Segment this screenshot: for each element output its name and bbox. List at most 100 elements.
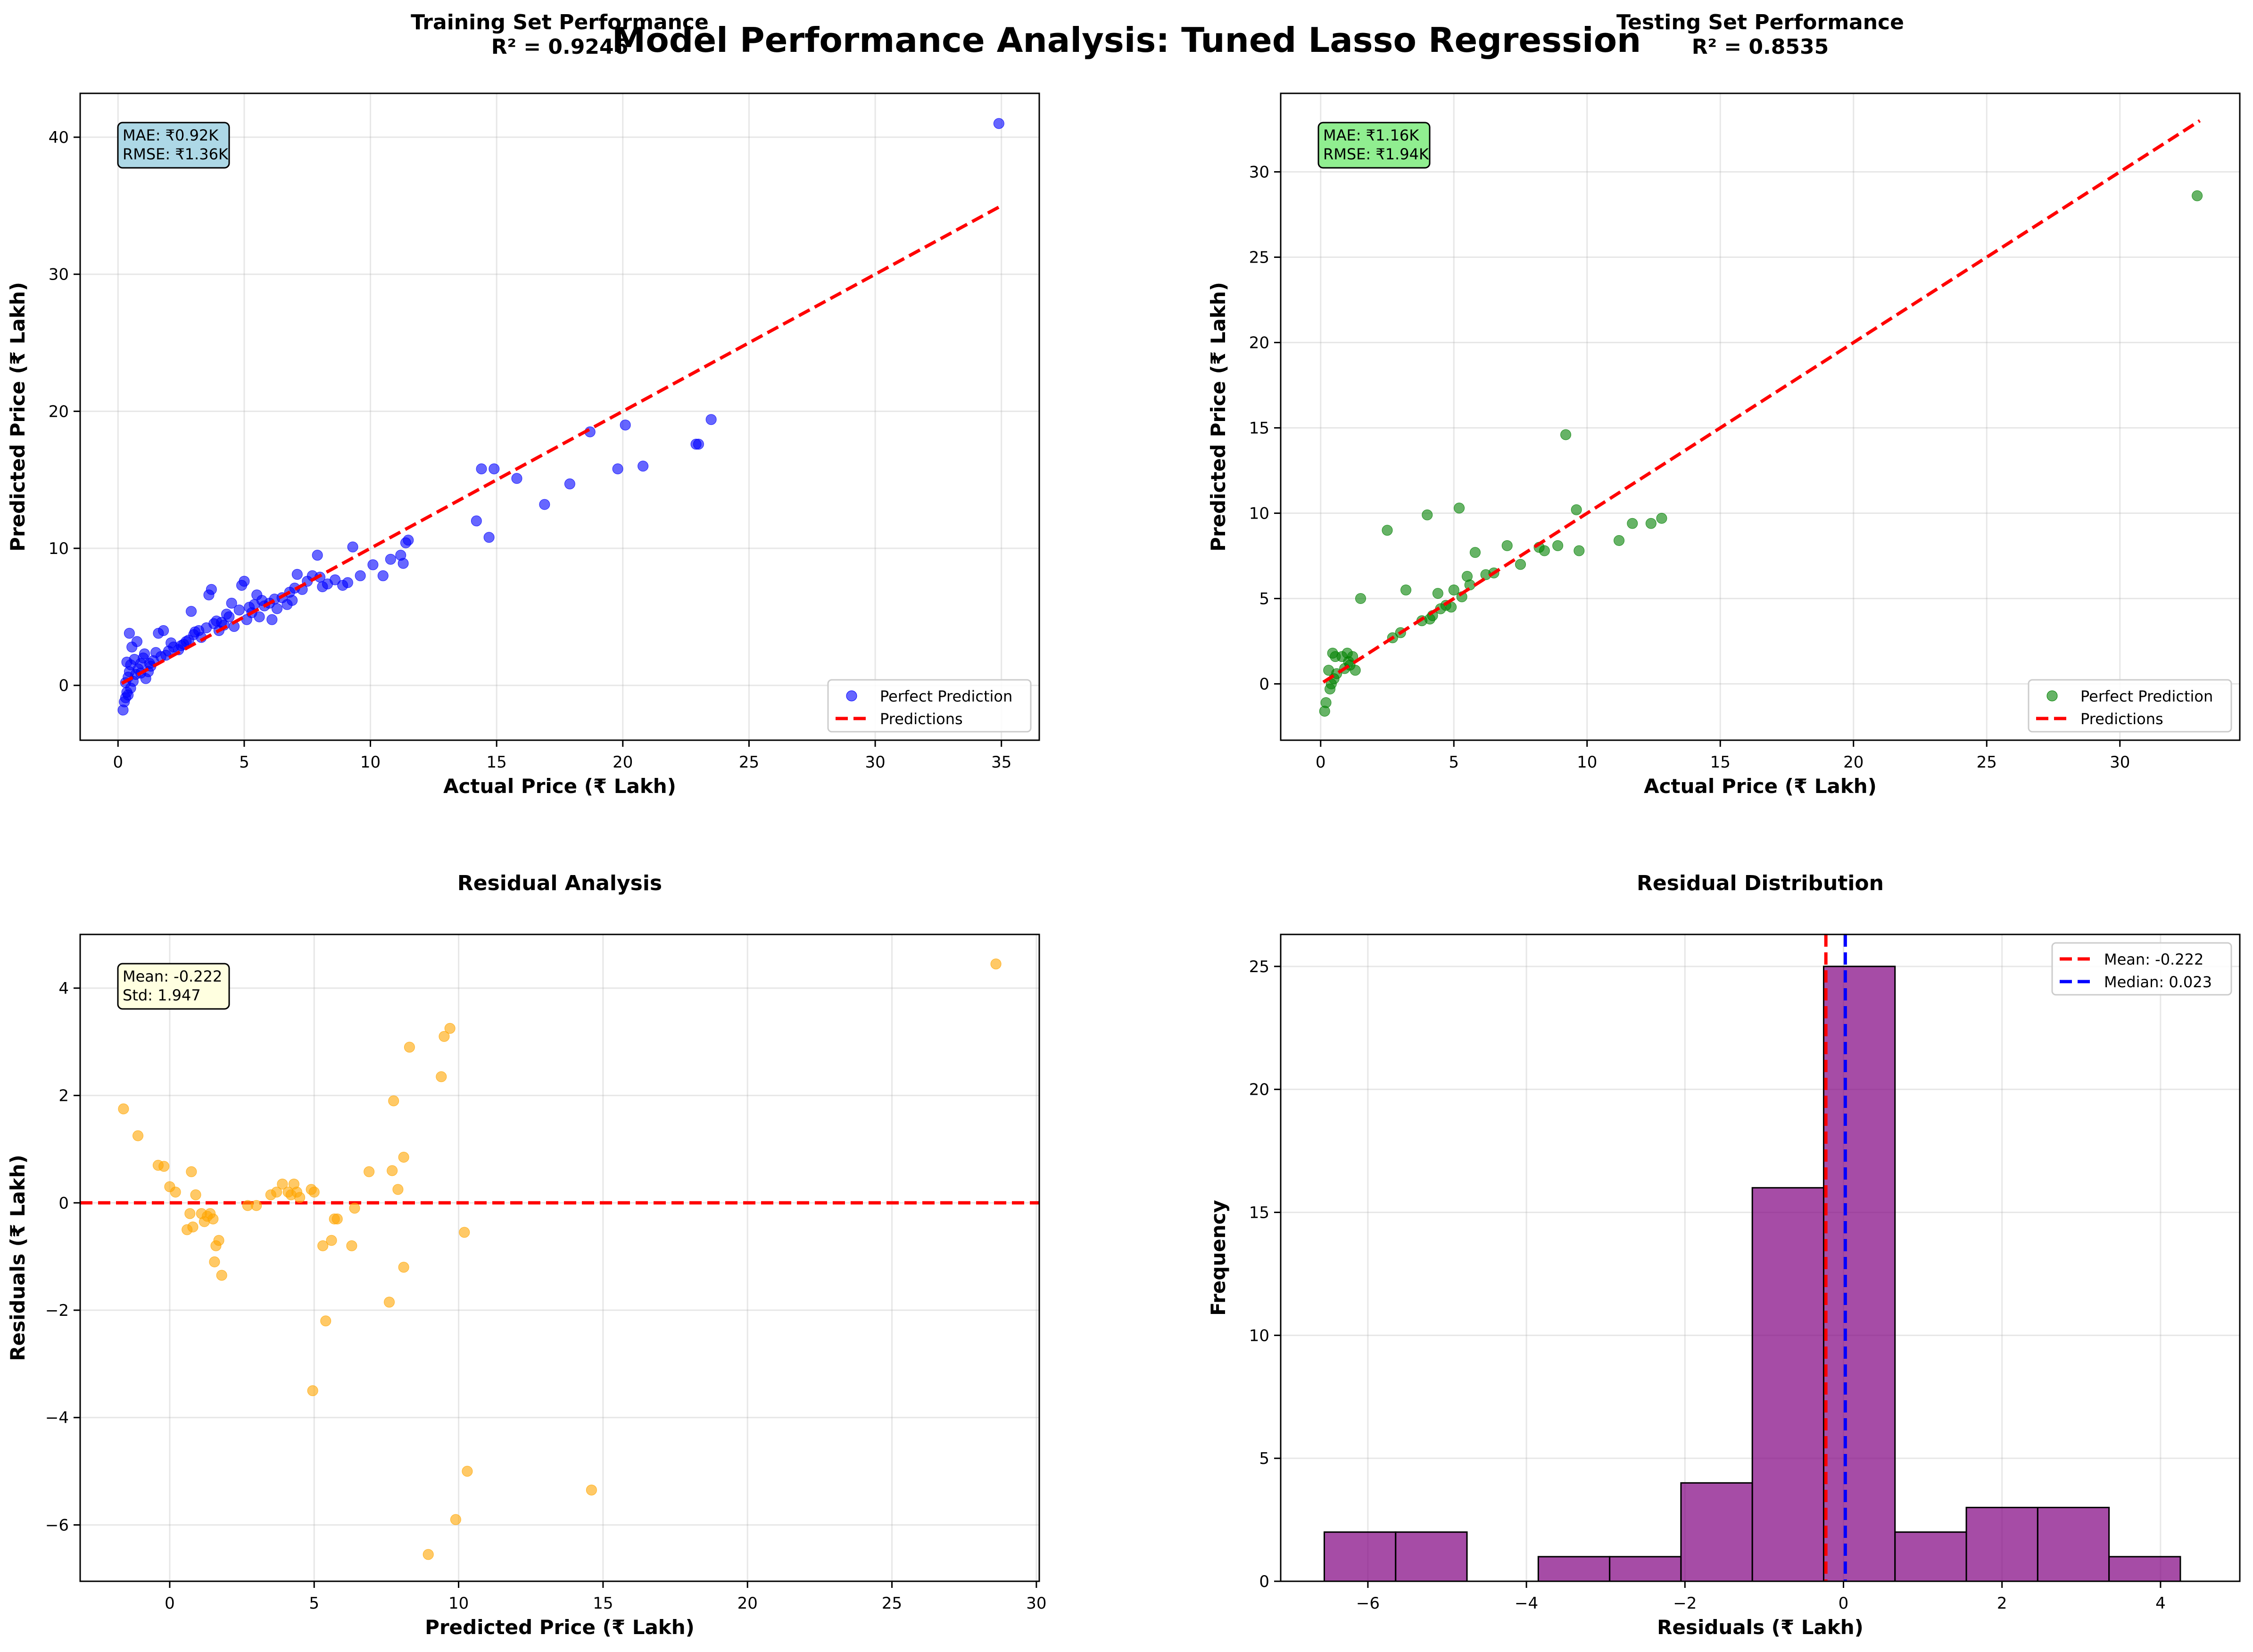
data-point <box>1574 545 1585 556</box>
x-tick-label: −6 <box>1356 1594 1380 1613</box>
x-axis-label: Predicted Price (₹ Lakh) <box>425 1616 695 1639</box>
data-point <box>705 414 717 425</box>
data-point <box>398 1152 409 1163</box>
data-point <box>387 1165 398 1176</box>
x-tick-label: 5 <box>1449 753 1459 772</box>
y-tick-label: 5 <box>1259 1449 1269 1468</box>
histogram-bar <box>1680 1482 1753 1581</box>
data-point <box>436 1071 447 1082</box>
legend-label: Perfect Prediction <box>880 687 1012 705</box>
data-point <box>564 478 575 489</box>
y-tick-label: 2 <box>58 1087 69 1106</box>
data-point <box>349 1203 360 1214</box>
y-tick-label: 0 <box>1259 1572 1269 1591</box>
data-point <box>166 637 177 649</box>
data-point <box>326 1235 337 1246</box>
data-point <box>385 553 396 565</box>
data-point <box>207 1213 219 1224</box>
data-point <box>206 584 217 595</box>
legend-label: Median: 0.023 <box>2104 973 2212 991</box>
stats-box-line: RMSE: ₹1.36K <box>123 145 229 163</box>
legend-label: Perfect Prediction <box>2080 687 2213 705</box>
data-point <box>254 611 265 622</box>
data-point <box>251 1200 262 1211</box>
stats-box-line: RMSE: ₹1.94K <box>1323 145 1429 163</box>
plot-area <box>80 958 1039 1560</box>
x-tick-label: 15 <box>1710 753 1731 772</box>
data-point <box>1571 504 1582 515</box>
x-tick-label: 25 <box>1977 753 1997 772</box>
data-point <box>364 1166 375 1177</box>
data-point <box>612 463 623 474</box>
data-point <box>224 611 235 622</box>
data-point <box>1645 518 1657 529</box>
data-point <box>398 558 409 569</box>
x-tick-label: 20 <box>613 753 633 772</box>
data-point <box>620 419 631 430</box>
histogram-bar <box>1395 1531 1468 1581</box>
data-point <box>511 473 522 484</box>
plot-area <box>1319 119 2203 717</box>
data-point <box>1560 429 1572 440</box>
data-point <box>476 463 487 474</box>
data-point <box>1320 697 1332 708</box>
data-point <box>158 1161 170 1172</box>
data-point <box>1355 593 1366 604</box>
data-point <box>133 1130 144 1141</box>
data-point <box>404 1041 415 1053</box>
data-point <box>398 1262 409 1273</box>
stats-box-line: Mean: -0.222 <box>123 967 222 985</box>
x-tick-label: 10 <box>1577 753 1597 772</box>
data-point <box>139 648 150 660</box>
stats-box <box>1317 122 1431 169</box>
data-point <box>308 1187 320 1198</box>
data-point <box>190 1189 201 1200</box>
data-point <box>993 118 1004 129</box>
data-point <box>1400 584 1412 595</box>
x-tick-label: 0 <box>1316 753 1326 772</box>
data-point <box>1422 509 1433 520</box>
x-tick-label: 0 <box>165 1594 175 1613</box>
x-tick-label: 4 <box>2155 1594 2166 1613</box>
x-tick-label: 15 <box>487 753 507 772</box>
stats-box <box>117 122 230 169</box>
data-point <box>450 1514 461 1525</box>
panel-2: 0 5 10 15 20 25 30 0 5 10 15 20 25 30 Testing Set Perf… <box>1207 10 2241 798</box>
data-point <box>209 1256 220 1268</box>
panel-title: Testing Set Performance <box>1616 10 1904 34</box>
histogram-bar <box>2108 1556 2181 1581</box>
legend-box <box>827 679 1032 733</box>
y-tick-label: 4 <box>58 979 69 998</box>
x-tick-label: 20 <box>1843 753 1864 772</box>
data-point <box>184 1208 196 1219</box>
histogram-bar <box>1609 1556 1682 1581</box>
data-point <box>294 1192 306 1203</box>
x-tick-label: 0 <box>113 753 123 772</box>
x-axis-label: Actual Price (₹ Lakh) <box>1644 775 1877 798</box>
y-tick-label: 10 <box>1249 1326 1269 1345</box>
data-point <box>330 574 341 586</box>
axes-frame <box>79 933 1040 1582</box>
panel-subtitle: R² = 0.8535 <box>1692 35 1829 59</box>
x-tick-label: 35 <box>991 753 1011 772</box>
data-point <box>2192 190 2203 201</box>
data-point <box>1614 535 1625 546</box>
legend-box <box>2028 679 2232 733</box>
data-point <box>123 689 134 701</box>
data-point <box>144 658 155 669</box>
data-point <box>213 1235 224 1246</box>
data-point <box>444 1023 456 1034</box>
y-tick-label: 30 <box>1249 163 1269 182</box>
x-tick-label: 2 <box>1997 1594 2007 1613</box>
data-point <box>266 614 278 625</box>
panel-title: Residual Distribution <box>1637 871 1884 895</box>
y-tick-label: 20 <box>1249 1081 1269 1099</box>
x-tick-label: 20 <box>737 1594 758 1613</box>
data-point <box>1464 579 1475 591</box>
legend-marker <box>2046 690 2058 702</box>
y-tick-label: 40 <box>49 128 69 147</box>
y-axis-label: Frequency <box>1207 1200 1230 1316</box>
histogram-bar <box>1323 1531 1397 1581</box>
panel-1: 0 5 10 15 20 25 30 35 0 10 20 30 40 Training Set Perf… <box>6 10 1040 798</box>
y-tick-label: 20 <box>1249 334 1269 353</box>
